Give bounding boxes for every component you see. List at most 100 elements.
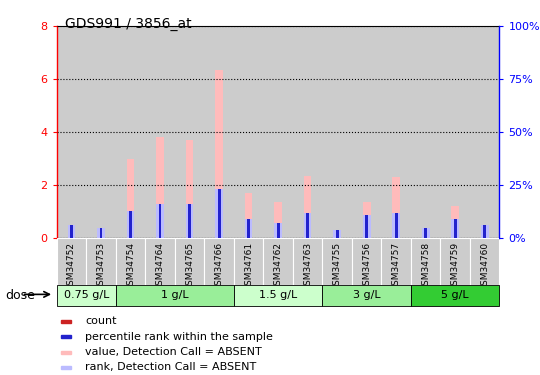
Bar <box>306 213 309 238</box>
Text: 1 g/L: 1 g/L <box>161 290 188 300</box>
Bar <box>234 26 264 238</box>
Bar <box>336 236 339 238</box>
Bar <box>145 26 175 238</box>
Bar <box>276 223 280 238</box>
FancyBboxPatch shape <box>264 238 293 285</box>
Bar <box>70 236 73 238</box>
Text: GSM34753: GSM34753 <box>97 242 105 291</box>
Text: 3 g/L: 3 g/L <box>353 290 381 300</box>
Text: 0.75 g/L: 0.75 g/L <box>64 290 109 300</box>
Bar <box>218 236 220 238</box>
FancyBboxPatch shape <box>322 238 352 285</box>
Bar <box>126 159 134 238</box>
Bar <box>204 26 234 238</box>
FancyBboxPatch shape <box>175 238 204 285</box>
Bar <box>126 211 134 238</box>
Bar <box>57 26 86 238</box>
Bar <box>306 236 309 238</box>
Text: GSM34765: GSM34765 <box>185 242 194 291</box>
Bar <box>470 26 500 238</box>
Bar <box>99 236 103 238</box>
Bar <box>274 202 282 238</box>
Bar <box>422 233 430 238</box>
Bar <box>129 211 132 238</box>
FancyBboxPatch shape <box>411 238 441 285</box>
Bar <box>245 193 253 238</box>
Bar <box>129 236 132 238</box>
FancyBboxPatch shape <box>234 238 264 285</box>
FancyBboxPatch shape <box>234 285 322 306</box>
Bar <box>483 225 486 238</box>
Bar <box>61 366 71 369</box>
Bar <box>274 223 282 238</box>
Text: GSM34763: GSM34763 <box>303 242 312 291</box>
Bar <box>481 225 489 238</box>
Bar <box>218 189 220 238</box>
Text: GSM34758: GSM34758 <box>421 242 430 291</box>
Bar <box>97 228 105 238</box>
Bar <box>365 215 368 238</box>
Text: GSM34761: GSM34761 <box>244 242 253 291</box>
Bar <box>336 230 339 238</box>
Bar <box>68 225 76 238</box>
Text: dose: dose <box>5 289 35 302</box>
Bar <box>247 236 250 238</box>
FancyBboxPatch shape <box>293 238 322 285</box>
Text: GSM34762: GSM34762 <box>274 242 282 291</box>
Text: GSM34754: GSM34754 <box>126 242 135 291</box>
FancyBboxPatch shape <box>381 238 411 285</box>
Bar <box>186 140 193 238</box>
Bar <box>483 236 486 238</box>
FancyBboxPatch shape <box>204 238 234 285</box>
Bar <box>352 26 381 238</box>
Text: GSM34760: GSM34760 <box>480 242 489 291</box>
Bar <box>188 204 191 238</box>
FancyBboxPatch shape <box>116 238 145 285</box>
Bar <box>395 236 397 238</box>
Bar <box>481 233 489 238</box>
Text: GSM34757: GSM34757 <box>392 242 401 291</box>
Bar <box>86 26 116 238</box>
Text: GDS991 / 3856_at: GDS991 / 3856_at <box>65 17 191 31</box>
Text: GSM34764: GSM34764 <box>156 242 165 291</box>
FancyBboxPatch shape <box>352 238 381 285</box>
Bar <box>215 189 223 238</box>
Text: count: count <box>85 316 117 326</box>
Bar <box>424 228 427 238</box>
Bar <box>156 138 164 238</box>
FancyBboxPatch shape <box>57 238 86 285</box>
Bar <box>156 204 164 238</box>
Bar <box>245 219 253 238</box>
Bar <box>451 206 459 238</box>
Bar <box>422 228 430 238</box>
Bar <box>61 320 71 322</box>
Bar <box>97 233 105 238</box>
Bar <box>175 26 204 238</box>
FancyBboxPatch shape <box>57 285 116 306</box>
FancyBboxPatch shape <box>145 238 175 285</box>
Text: GSM34766: GSM34766 <box>214 242 224 291</box>
FancyBboxPatch shape <box>86 238 116 285</box>
Bar <box>247 219 250 238</box>
Bar <box>188 236 191 238</box>
Bar <box>363 215 370 238</box>
Bar <box>61 336 71 338</box>
Text: GSM34752: GSM34752 <box>67 242 76 291</box>
Bar <box>333 230 341 238</box>
Text: percentile rank within the sample: percentile rank within the sample <box>85 332 273 342</box>
FancyBboxPatch shape <box>116 285 234 306</box>
Bar <box>215 70 223 238</box>
Bar <box>411 26 441 238</box>
Bar <box>333 230 341 238</box>
Bar <box>365 236 368 238</box>
Text: rank, Detection Call = ABSENT: rank, Detection Call = ABSENT <box>85 362 256 372</box>
Bar <box>322 26 352 238</box>
Bar <box>116 26 145 238</box>
Text: GSM34756: GSM34756 <box>362 242 371 291</box>
Bar <box>424 236 427 238</box>
Bar <box>159 204 161 238</box>
Bar <box>395 213 397 238</box>
Bar <box>381 26 411 238</box>
Bar <box>293 26 322 238</box>
Bar <box>99 228 103 238</box>
